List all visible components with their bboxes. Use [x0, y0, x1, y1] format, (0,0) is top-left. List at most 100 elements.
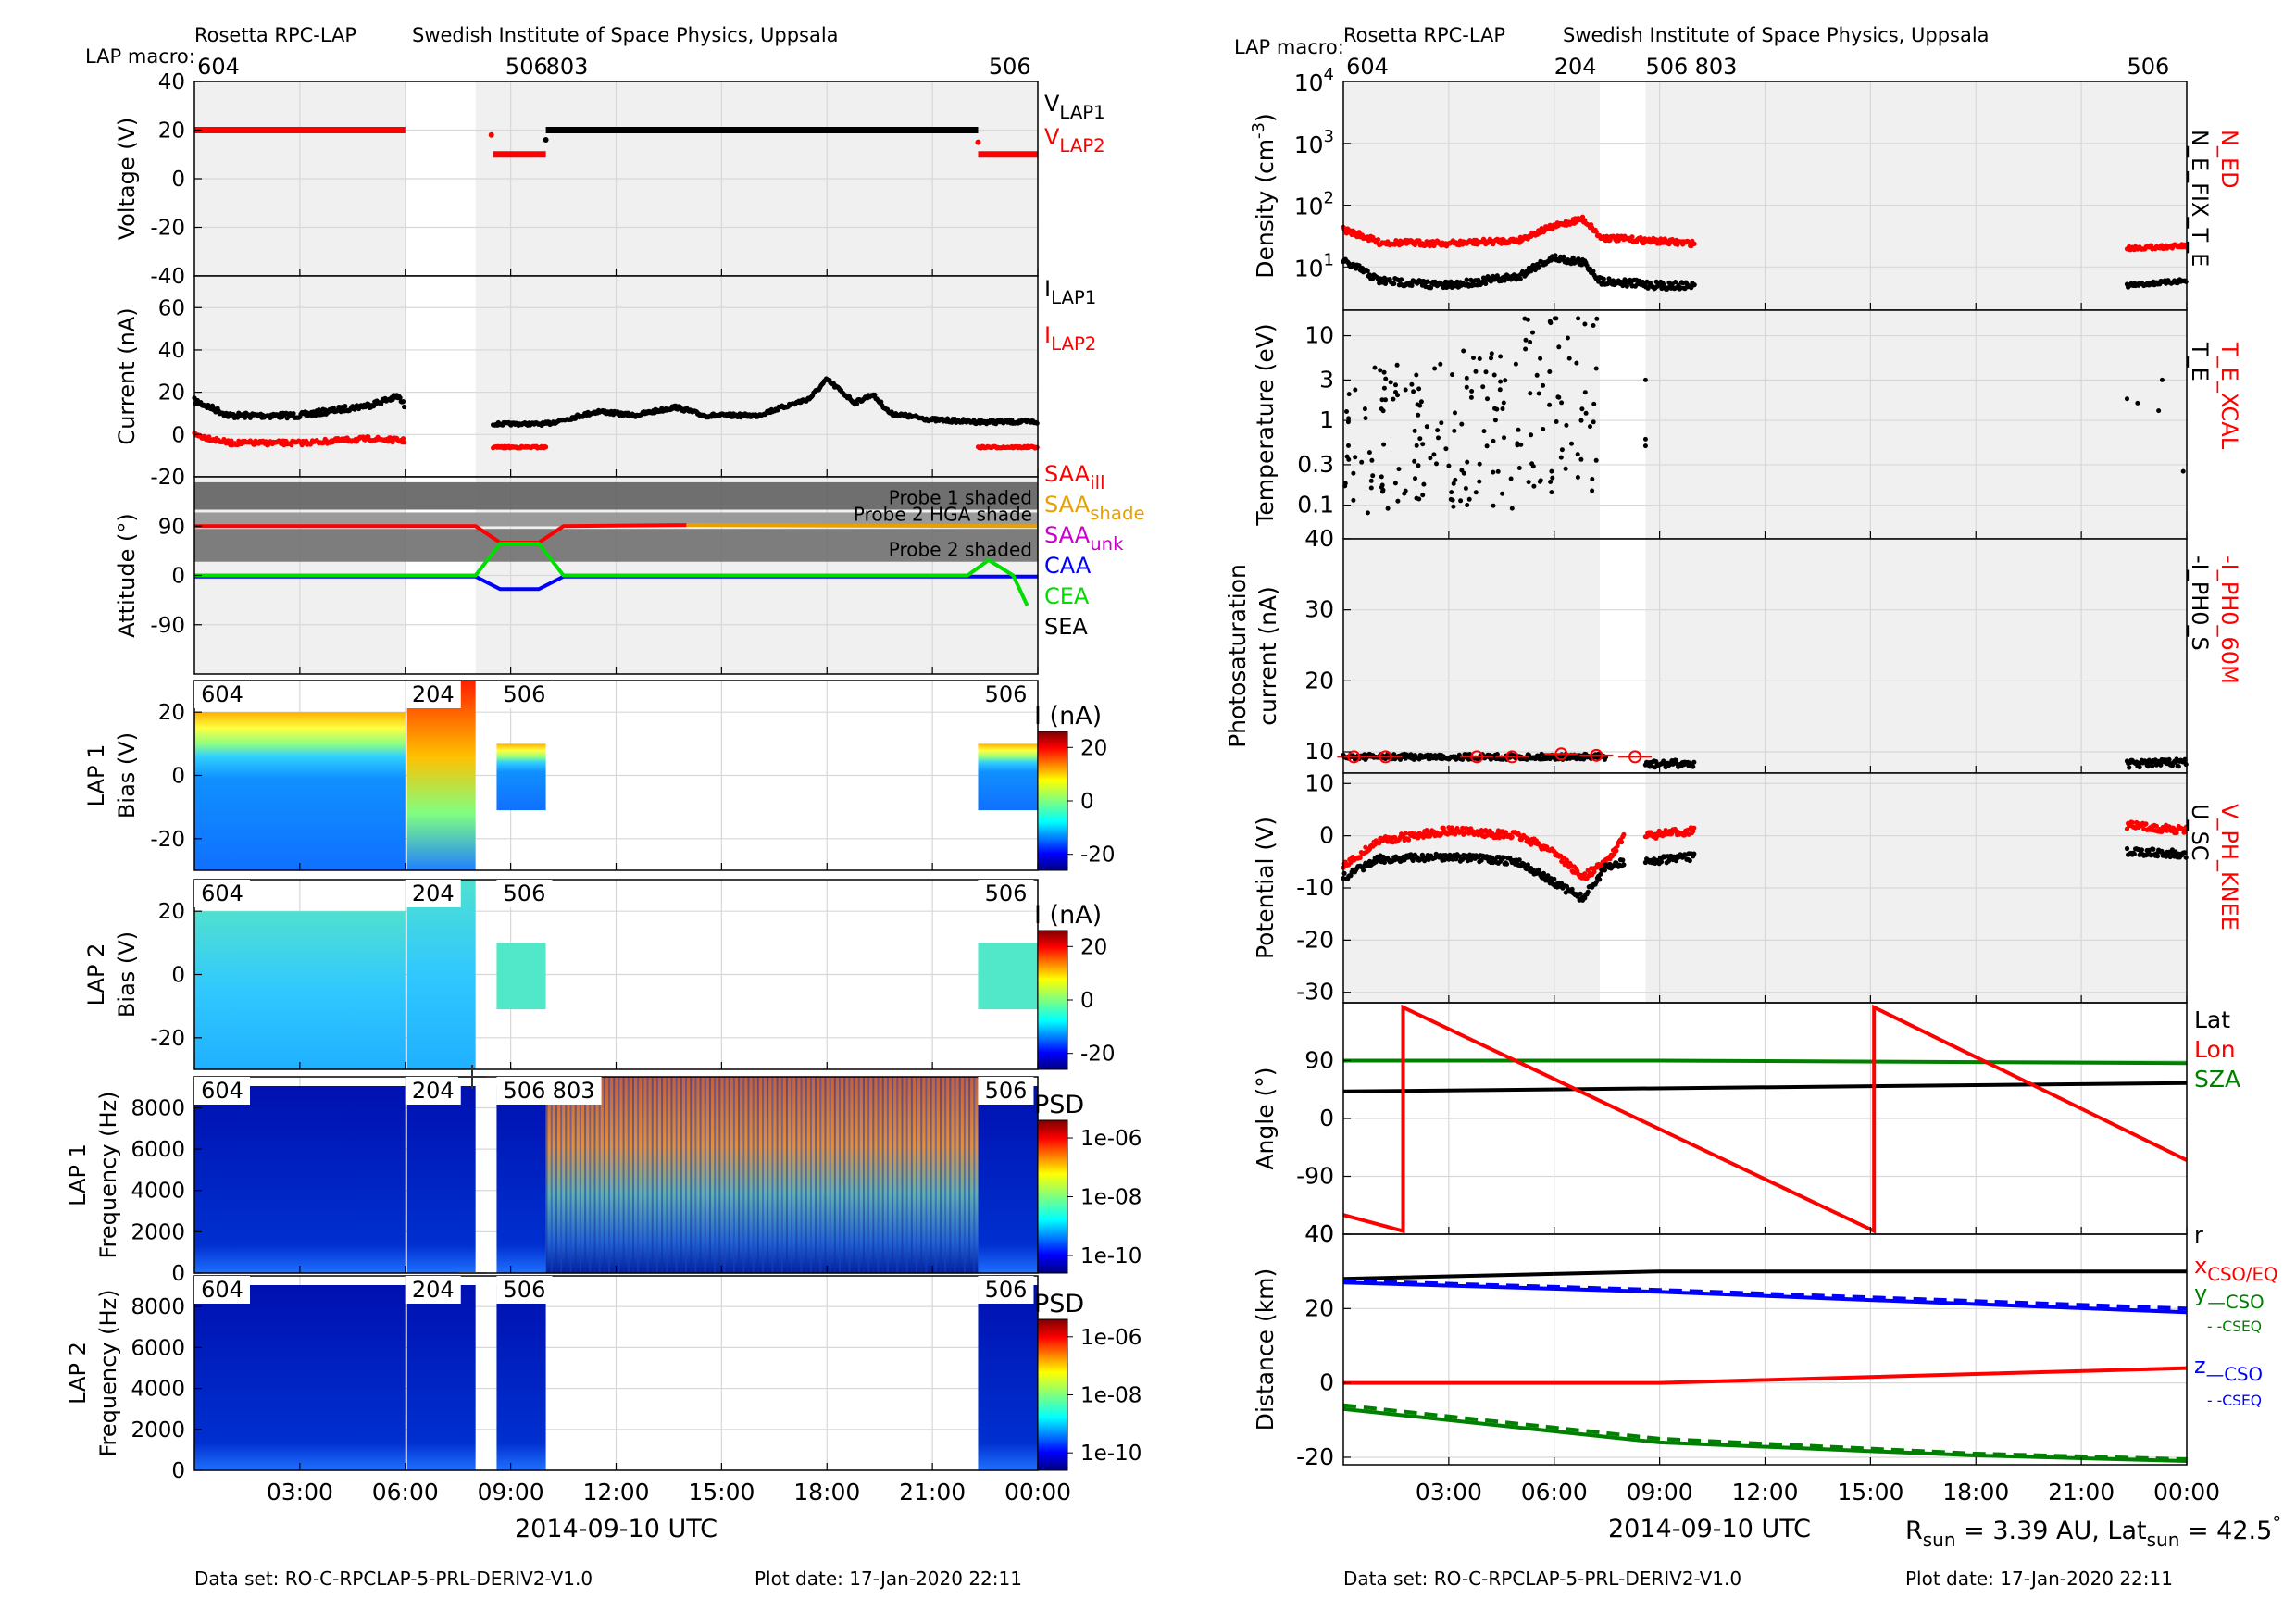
left-lap1-freq-stripe-66 [862, 1077, 865, 1273]
left-header-macro-3: 506 [989, 54, 1031, 80]
right-photo-vlabel-1: -I_PH0_S [2187, 556, 2213, 651]
right-temperature-vlabel-1: T_E [2187, 342, 2213, 381]
right-photo-ytick-label-3: 10 [1304, 738, 1334, 765]
right-institute-title: Swedish Institute of Space Physics, Upps… [1563, 24, 1990, 46]
left-xtick-label-2: 09:00 [478, 1479, 544, 1505]
right-temperature-pt-161 [1554, 419, 1559, 424]
right-xtick-label-1: 06:00 [1521, 1479, 1588, 1505]
left-current-lap1-c-pt-295 [854, 401, 860, 406]
left-current-lap1-a [192, 393, 407, 421]
right-photo-black-c-pt-56 [2183, 761, 2189, 768]
left-voltage-panel: 40 20 0 -20 -40 [150, 70, 1039, 289]
left-lap1-freq-stripe-56 [815, 1077, 817, 1273]
right-temperature-pt-23 [1528, 340, 1533, 344]
right-potential-vlabel-0: V_PH_KNEE [2216, 804, 2242, 931]
right-temperature-pt-175 [1491, 438, 1496, 443]
right-temperature-pt-96 [1417, 436, 1423, 442]
right-temperature-pt-38 [1379, 474, 1384, 480]
left-lap1-bias-ylabel1: LAP 1 [83, 744, 109, 807]
right-photo-black-c-pt-49 [2176, 764, 2181, 769]
right-temperature-pt-167 [1413, 476, 1417, 481]
right-density-nfix-a-pt-186 [1537, 264, 1542, 269]
left-lap2-bias-ylabel2: Bias (V) [114, 931, 140, 1018]
left-voltage-pt-c [975, 139, 981, 145]
left-lap1-freq-stripe-58 [824, 1077, 827, 1273]
right-potential-vph-pt-62 [1406, 837, 1412, 843]
left-lap1-freq-macro-0: 604 [201, 1078, 243, 1104]
right-density-nfix-a-pt-237 [1591, 269, 1596, 274]
right-temperature-pt-170 [1465, 459, 1470, 465]
left-lap1-freq-stripe-79 [925, 1077, 928, 1273]
right-potential-usc3-pt-0 [2124, 845, 2130, 852]
left-lap1-freq-stripe-46 [767, 1077, 769, 1273]
left-lap1-freq-block-506a [496, 1086, 546, 1273]
left-lap1-freq-stripe-7 [579, 1077, 581, 1273]
right-temperature-pt-120 [1559, 447, 1565, 453]
right-angle-lat [1342, 1081, 2188, 1093]
right-potential-vph-pt-154 [1503, 830, 1508, 835]
right-potential-vph2-pt-25 [1669, 831, 1675, 836]
right-temperature-pt-34 [1416, 386, 1422, 392]
right-temperature-pt-71 [1471, 356, 1476, 360]
right-temperature-pt-75 [1566, 356, 1572, 361]
left-xtick-label-3: 12:00 [582, 1479, 649, 1505]
right-temperature-pt-61 [1538, 356, 1543, 361]
right-potential-usc-pt-266 [1621, 862, 1627, 868]
right-potential-usc-pt-229 [1582, 895, 1588, 901]
left-xaxis-title: 2014-09-10 UTC [515, 1515, 718, 1543]
right-density-nfix-a-pt-83 [1428, 285, 1434, 291]
right-distance-ytick-label-3: -20 [1296, 1443, 1334, 1470]
left-current-lap1-a-pt-195 [397, 394, 403, 401]
right-temperature-pt-77 [1547, 369, 1553, 374]
right-angle-bottom-label: 40 [1304, 1220, 1334, 1247]
right-temperature-pt-156 [1552, 316, 1557, 321]
right-temperature-pt-131 [1492, 418, 1498, 423]
left-lap1-freq-stripe-23 [655, 1077, 658, 1273]
right-distance-legend-2: y—CSO [2194, 1280, 2265, 1313]
right-density-ned-a-pt-33 [1376, 237, 1381, 243]
right-temperature-pt-183 [1415, 402, 1420, 407]
left-lap2-freq-ytick-label-0: 8000 [131, 1295, 185, 1319]
right-temperature-pt-46 [1578, 456, 1584, 462]
right-temperature-pt-60 [1372, 365, 1378, 370]
right-temperature-pt-180 [1365, 510, 1370, 516]
left-header-macro-0: 604 [197, 54, 240, 80]
left-lap1-freq-macro-3: 803 [553, 1078, 595, 1104]
right-temperature-pt-83 [1559, 400, 1565, 406]
right-temperature-pt-112 [1369, 457, 1375, 463]
right-temperature-pt-12 [1451, 481, 1456, 486]
right-photo-black-c-pt-12 [2137, 764, 2142, 770]
left-lap1-freq-stripe-85 [954, 1077, 956, 1273]
left-lap1-freq-stripe-88 [968, 1077, 971, 1273]
right-temperature-pt-187 [1381, 369, 1387, 375]
left-lap1-freq-stripe-1 [550, 1077, 553, 1273]
left-lap1-freq-ytick-label-0: 8000 [131, 1096, 185, 1120]
right-temperature-pt-68 [1416, 463, 1421, 468]
right-temperature-pt-86 [1531, 483, 1537, 489]
right-header-macro-2: 506 [1645, 54, 1688, 80]
left-lap2-freq-ylabel2: Frequency (Hz) [95, 1290, 121, 1457]
left-lap1-bias-macro-3: 506 [985, 681, 1028, 707]
right-temperature-pt-14 [1477, 479, 1482, 484]
right-temperature-pt-84 [1368, 485, 1374, 491]
right-density-nfix-a-pt-168 [1517, 276, 1523, 281]
left-lap1-freq-block-506b [978, 1086, 1038, 1273]
left-attitude-legend-4: CEA [1044, 583, 1090, 609]
right-distance-z-cso [1342, 1280, 2188, 1315]
left-lap1-freq-ylabel2: Frequency (Hz) [95, 1092, 121, 1259]
right-temperature-pt-19 [1591, 323, 1596, 328]
left-lap2-bias-macro-box-1 [405, 880, 461, 907]
left-lap1-freq-stripe-55 [809, 1077, 812, 1273]
right-temperature-pt-115 [1515, 443, 1520, 448]
left-lap1-freq-cbar-label-1: 1e-08 [1080, 1186, 1142, 1210]
right-potential-usc [1341, 851, 1627, 903]
right-header-macro-1: 204 [1554, 54, 1597, 80]
left-lap1-freq-ytick-label-2: 4000 [131, 1180, 185, 1204]
right-footer-dataset: Data set: RO-C-RPCLAP-5-PRL-DERIV2-V1.0 [1343, 1568, 1741, 1590]
right-potential-vph3 [2124, 819, 2189, 836]
left-lap1-bias-colorbar [1037, 731, 1068, 871]
left-current-lap1-c-pt-312 [872, 392, 878, 398]
right-potential-usc-pt-155 [1504, 861, 1510, 867]
left-current-lap1-a-pt-143 [343, 404, 348, 409]
right-temperature-pt-58 [1453, 477, 1458, 482]
